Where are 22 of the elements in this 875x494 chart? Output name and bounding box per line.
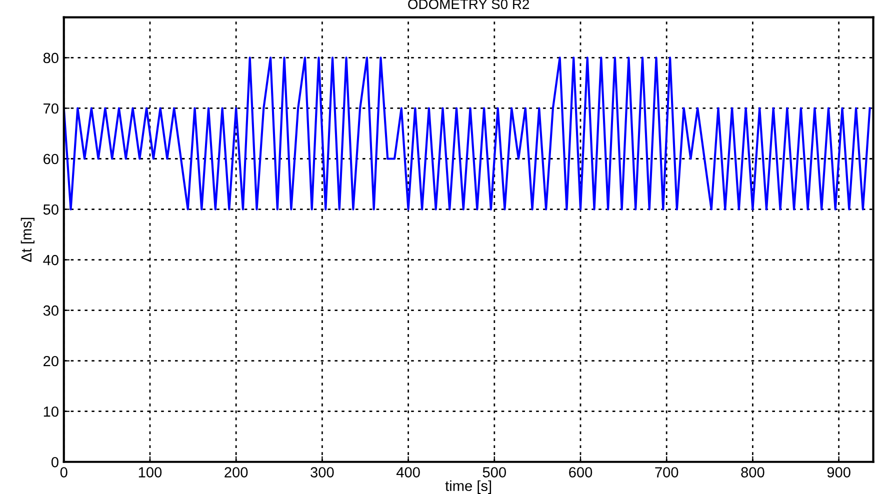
- x-tick-label: 100: [138, 467, 162, 478]
- x-tick-label: 800: [741, 467, 764, 478]
- x-tick-label: 700: [655, 467, 678, 478]
- x-tick-label: 300: [310, 467, 334, 478]
- y-tick-label: 10: [44, 406, 58, 417]
- y-tick-label: 0: [51, 456, 58, 468]
- x-tick-label: 0: [60, 467, 68, 478]
- y-tick-label: 80: [43, 52, 58, 64]
- x-tick-label: 600: [569, 467, 592, 478]
- y-tick-label: 60: [44, 154, 58, 164]
- y-tick-label: 30: [43, 305, 58, 316]
- line-series: [64, 56, 871, 210]
- x-tick-label: 400: [396, 467, 420, 478]
- x-tick-label: 500: [482, 467, 506, 478]
- x-tick-label: 200: [224, 467, 248, 478]
- x-axis-title: time [s]: [445, 480, 492, 494]
- x-tick-label: 900: [827, 467, 850, 478]
- y-tick-label: 40: [43, 254, 58, 266]
- y-tick-label: 20: [44, 356, 58, 366]
- y-tick-label: 50: [43, 204, 58, 215]
- y-axis-title: Δt [ms]: [20, 218, 34, 262]
- y-tick-label: 70: [44, 103, 58, 114]
